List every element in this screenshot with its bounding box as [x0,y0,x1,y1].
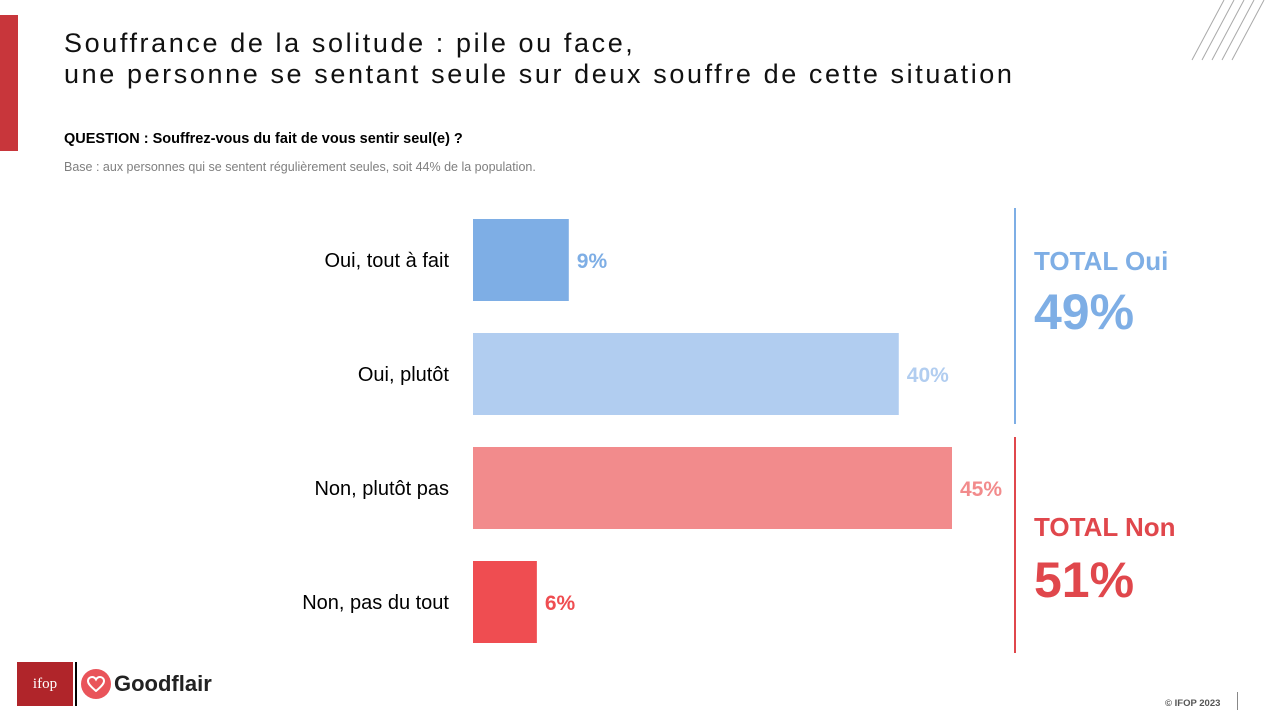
total-non-value: 51% [1034,552,1135,608]
copyright-separator [1237,692,1238,710]
total-oui-value: 49% [1034,284,1135,340]
base-text: Base : aux personnes qui se sentent régu… [64,160,536,174]
accent-bar [0,15,18,151]
title-line-2: une personne se sentant seule sur deux s… [64,59,1015,89]
ifop-logo: ifop [17,662,73,706]
bar-2 [473,447,952,529]
total-non-label: TOTAL Non [1034,512,1176,542]
question-text: QUESTION : Souffrez-vous du fait de vous… [64,131,463,147]
category-label-1: Oui, plutôt [358,364,450,386]
logo-separator [75,662,77,706]
page-title: Souffrance de la solitude : pile ou face… [64,28,1015,90]
category-label-0: Oui, tout à fait [324,250,449,272]
value-label-2: 45% [960,478,1002,501]
total-oui: TOTAL Oui 49% [1034,246,1168,341]
total-oui-label: TOTAL Oui [1034,246,1169,276]
total-non: TOTAL Non 51% [1034,512,1176,609]
heart-icon [81,669,111,699]
value-label-0: 9% [577,250,608,273]
copyright: © IFOP 2023 [1165,698,1221,709]
value-label-1: 40% [907,364,949,387]
diagonal-lines-decoration [1191,0,1265,61]
bar-3 [473,561,537,643]
goodflair-logo: Goodflair [114,671,212,696]
value-label-3: 6% [545,592,576,615]
bar-1 [473,333,899,415]
category-label-2: Non, plutôt pas [314,478,449,500]
footer-logos: ifop Goodflair [17,662,212,706]
title-line-1: Souffrance de la solitude : pile ou face… [64,28,636,58]
bar-0 [473,219,569,301]
category-label-3: Non, pas du tout [302,592,449,614]
